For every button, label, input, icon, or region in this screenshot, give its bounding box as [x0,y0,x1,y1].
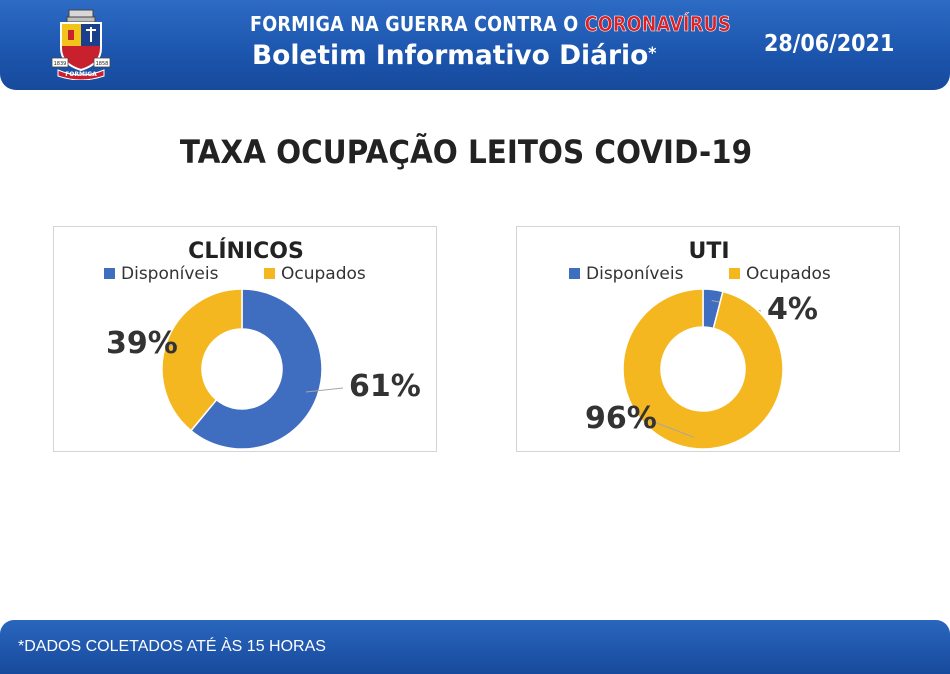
header-subtitle-text: Boletim Informativo Diário [252,40,649,71]
footer-note: *DADOS COLETADOS ATÉ ÀS 15 HORAS [18,638,326,655]
header-headline-accent: CORONAVÍRUS [584,12,731,37]
footer-bar: *DADOS COLETADOS ATÉ ÀS 15 HORAS [0,620,950,674]
chart-panel-clinicos: CLÍNICOS Disponíveis Ocupados 61% 39% [53,226,437,452]
header-headline-prefix: FORMIGA NA GUERRA CONTRA O [250,12,585,36]
legend-swatch-disponiveis [104,268,115,279]
legend-swatch-disponiveis [569,268,580,279]
header-subtitle: Boletim Informativo Diário* [252,40,656,74]
donut-slice-ocupados [622,288,784,450]
city-crest-logo: 1839 1858 FORMIGA [51,9,111,80]
chart-panel-uti: UTI Disponíveis Ocupados 4% 96% [516,226,900,452]
donut-slice-ocupados [161,288,243,432]
crest-year-left: 1839 [54,61,67,67]
crest-year-right: 1858 [96,61,109,67]
data-label-disponiveis: 4% [767,292,818,327]
page-title: TAXA OCUPAÇÃO LEITOS COVID-19 [179,133,753,171]
header-headline: FORMIGA NA GUERRA CONTRA O CORONAVÍRUS [250,12,731,38]
legend-label-disponiveis: Disponíveis [121,264,219,284]
data-label-disponiveis: 61% [349,369,421,404]
legend-swatch-ocupados [729,268,740,279]
donut-slice-disponiveis [189,288,323,450]
leader-line-ocupados [648,419,695,438]
legend-label-ocupados: Ocupados [281,264,366,284]
data-label-ocupados: 39% [106,326,178,361]
chart-title: CLÍNICOS [188,238,304,264]
leader-line-ocupados [169,344,179,347]
bulletin-date: 28/06/2021 [764,31,895,57]
header-subtitle-mark: * [648,43,657,62]
legend-label-disponiveis: Disponíveis [586,264,684,284]
legend-swatch-ocupados [264,268,275,279]
chart-title: UTI [688,239,729,264]
legend-label-ocupados: Ocupados [746,264,831,284]
header-bar: 1839 1858 FORMIGA FORMIGA NA GUERRA CONT… [0,0,950,90]
data-label-ocupados: 96% [585,401,657,436]
crest-label: FORMIGA [65,71,97,78]
leader-line-disponiveis [305,387,344,393]
